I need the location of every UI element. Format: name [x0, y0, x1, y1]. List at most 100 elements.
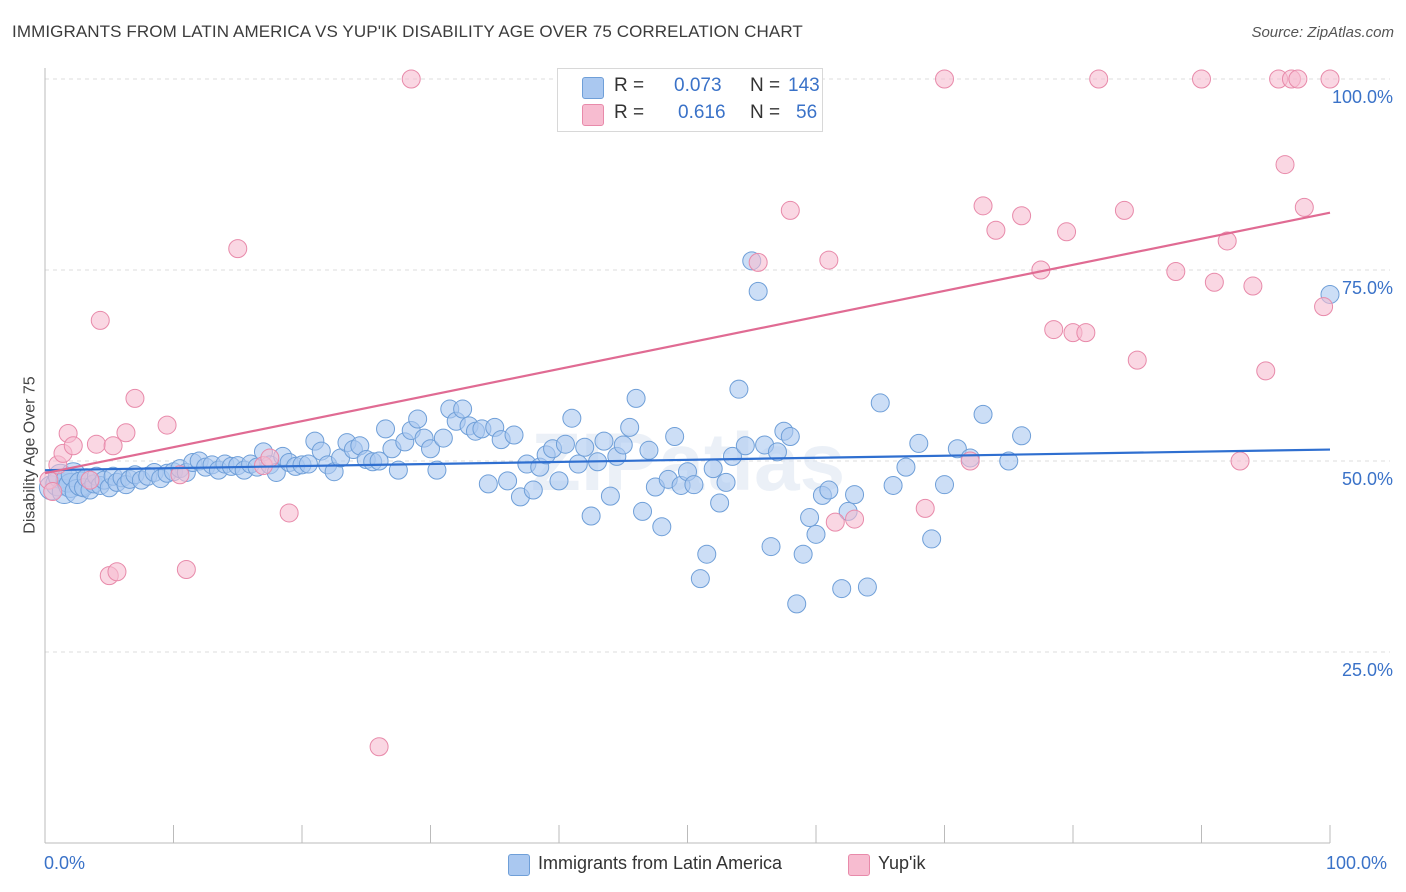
- yupik-point: [825, 512, 845, 532]
- y-tick-label: 50.0%: [1342, 469, 1393, 489]
- y-tick-label: 25.0%: [1342, 660, 1393, 680]
- yupik-point: [1114, 200, 1134, 220]
- latin-america-point: [999, 451, 1019, 471]
- yupik-point: [935, 69, 954, 89]
- latin-america-point: [620, 417, 640, 437]
- n-value: 56: [796, 102, 818, 123]
- yupik-point: [1076, 323, 1096, 343]
- latin-america-point: [376, 419, 396, 439]
- yupik-point: [1320, 69, 1340, 89]
- latin-america-point: [427, 460, 447, 480]
- r-value: 0.616: [678, 102, 726, 123]
- latin-america-point: [947, 439, 967, 459]
- latin-america-point: [703, 459, 723, 479]
- yupik-point: [90, 310, 110, 330]
- latin-america-point: [787, 594, 807, 614]
- latin-america-point: [613, 435, 633, 455]
- yupik-point: [63, 436, 83, 456]
- legend-series: Immigrants from Latin America Yup'ik: [0, 852, 1406, 878]
- yupik-point: [369, 737, 389, 757]
- latin-america-point: [716, 472, 736, 492]
- latin-america-point: [581, 506, 601, 526]
- yupik-point: [915, 498, 935, 518]
- latin-america-point: [684, 475, 704, 495]
- y-tick-label: 100.0%: [1332, 87, 1393, 107]
- latin-america-point: [652, 517, 672, 537]
- latin-america-point: [478, 474, 498, 494]
- yupik-point: [1275, 155, 1295, 175]
- yupik-point: [116, 423, 136, 443]
- latin-america-point: [922, 529, 942, 549]
- latin-america-point: [498, 471, 518, 491]
- yupik-point: [960, 451, 980, 471]
- yupik-point: [1057, 222, 1077, 242]
- latin-america-point: [594, 431, 614, 451]
- yupik-trend-line: [44, 211, 1331, 475]
- latin-america-point: [388, 460, 408, 480]
- yupik-point: [819, 250, 839, 270]
- latin-america-point: [504, 425, 524, 445]
- latin-america-point: [793, 544, 813, 564]
- x-tick-label-max: 100.0%: [1326, 853, 1388, 873]
- legend-swatch-blue: [508, 854, 530, 876]
- yupik-point: [170, 465, 190, 485]
- yupik-point: [1166, 262, 1186, 282]
- y-tick-label: 75.0%: [1342, 278, 1393, 298]
- latin-america-point: [639, 440, 659, 460]
- latin-america-point: [1012, 426, 1032, 446]
- yupik-point: [986, 220, 1006, 240]
- latin-america-point: [748, 281, 768, 301]
- chart-title: IMMIGRANTS FROM LATIN AMERICA VS YUP'IK …: [12, 22, 803, 41]
- latin-america-point: [935, 475, 954, 495]
- latin-america-point: [883, 475, 903, 495]
- latin-america-point: [832, 579, 852, 599]
- latin-america-point: [555, 434, 575, 454]
- yupik-point: [1314, 297, 1334, 317]
- latin-america-point: [896, 457, 916, 477]
- latin-america-point: [806, 524, 826, 544]
- latin-america-point: [845, 485, 865, 505]
- latin-america-point: [298, 454, 318, 474]
- latin-america-point: [819, 480, 839, 500]
- latin-america-point: [433, 428, 453, 448]
- yupik-point: [748, 252, 768, 272]
- yupik-point: [1243, 276, 1263, 296]
- yupik-point: [43, 482, 63, 502]
- chart-source: Source: ZipAtlas.com: [1251, 24, 1394, 41]
- latin-america-point: [665, 427, 685, 447]
- legend-stats: R = 0.073 N = 143 R = 0.616 N = 56: [557, 68, 823, 132]
- r-label: R =: [614, 75, 645, 96]
- latin-america-point: [722, 446, 742, 466]
- latin-america-point: [973, 404, 993, 424]
- latin-america-point: [568, 454, 588, 474]
- latin-america-point: [735, 436, 755, 456]
- yupik-point: [780, 200, 800, 220]
- latin-america-point: [780, 427, 800, 447]
- n-value: 143: [788, 75, 820, 96]
- yupik-point: [228, 239, 248, 259]
- latin-america-point: [453, 399, 473, 419]
- yupik-point: [1217, 231, 1237, 251]
- latin-america-point: [600, 486, 620, 506]
- latin-america-point: [626, 388, 646, 408]
- yupik-point: [1204, 272, 1224, 292]
- yupik-point: [1288, 69, 1308, 89]
- latin-america-point: [870, 393, 890, 413]
- yupik-point: [1012, 206, 1032, 226]
- yupik-point: [1127, 350, 1147, 370]
- latin-america-point: [523, 480, 543, 500]
- yupik-point: [973, 196, 993, 216]
- latin-america-point: [690, 569, 710, 589]
- yupik-point: [1256, 361, 1276, 381]
- latin-america-point: [421, 439, 440, 459]
- yupik-point: [1294, 197, 1314, 217]
- yupik-point: [1192, 69, 1211, 89]
- latin-america-point: [909, 433, 929, 453]
- yupik-point: [1089, 69, 1109, 89]
- yupik-point: [86, 434, 106, 454]
- latin-america-point: [408, 409, 428, 429]
- latin-america-point: [800, 508, 820, 528]
- yupik-point: [1230, 451, 1250, 471]
- yupik-point: [157, 415, 177, 435]
